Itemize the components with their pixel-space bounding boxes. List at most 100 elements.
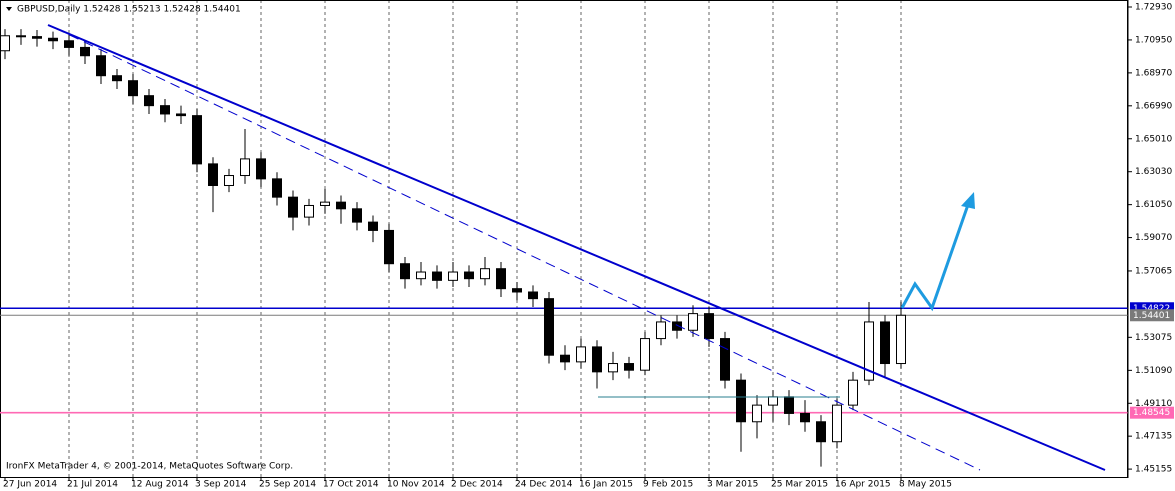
y-tick-label: 1.47135: [1135, 432, 1172, 442]
candle-body: [144, 95, 154, 107]
plot-layer: [0, 0, 1128, 477]
candle-body: [416, 271, 426, 280]
candle-body: [752, 404, 762, 423]
menu-triangle: [6, 7, 12, 11]
candle-body: [48, 37, 58, 42]
candle-body: [608, 363, 618, 373]
candle-body: [848, 379, 858, 406]
candle-body: [496, 268, 506, 290]
x-tick-label: 9 Feb 2015: [643, 480, 693, 490]
candle-body: [784, 396, 794, 414]
candle-body: [112, 75, 122, 82]
trend-line-dashed: [54, 27, 981, 471]
candle-body: [432, 271, 442, 281]
candle-body: [448, 271, 458, 281]
candle-body: [576, 346, 586, 363]
candle-body: [384, 229, 394, 265]
y-tick-label: 1.51090: [1135, 366, 1172, 376]
x-tick-label: 25 Sep 2014: [259, 480, 316, 490]
y-tick-label: 1.45155: [1135, 465, 1172, 475]
candle-body: [672, 321, 682, 331]
candle-body: [464, 271, 474, 280]
candle-body: [800, 412, 810, 423]
x-tick-label: 10 Nov 2014: [387, 480, 445, 490]
candle-body: [656, 321, 666, 340]
price-label: 1.48545: [1133, 408, 1170, 418]
y-tick-label: 1.63030: [1135, 167, 1172, 177]
y-tick-label: 1.66990: [1135, 101, 1172, 111]
candle-body: [528, 291, 538, 300]
candle-body: [736, 379, 746, 423]
candle-body: [368, 221, 378, 231]
x-tick-label: 24 Dec 2014: [515, 480, 573, 490]
candle-body: [320, 201, 330, 206]
candle-body: [272, 178, 282, 198]
candle-body: [256, 158, 266, 180]
candle-body: [592, 346, 602, 373]
y-tick-label: 1.61050: [1135, 200, 1172, 210]
x-tick-label: 17 Oct 2014: [323, 480, 379, 490]
candle-body: [128, 80, 138, 97]
candle-body: [816, 421, 826, 443]
y-tick-label: 1.70950: [1135, 35, 1172, 45]
candle-body: [336, 201, 346, 210]
candle-body: [400, 263, 410, 280]
x-tick-label: 16 Jan 2015: [579, 480, 633, 490]
candle-body: [192, 115, 202, 165]
x-tick-label: 16 Apr 2015: [835, 480, 891, 490]
candle-body: [832, 404, 842, 443]
plot-frame: [0, 0, 1128, 478]
x-tick-label: 8 May 2015: [899, 480, 952, 490]
x-tick-label: 3 Mar 2015: [707, 480, 758, 490]
candle-body: [240, 158, 250, 177]
candle-body: [480, 268, 490, 280]
y-tick-label: 1.72930: [1135, 2, 1172, 12]
candle-body: [704, 313, 714, 340]
x-tick-label: 2 Dec 2014: [451, 480, 503, 490]
price-label-bg: [1130, 309, 1174, 322]
candle-body: [864, 321, 874, 381]
x-tick-label: 21 Jul 2014: [67, 480, 118, 490]
candle-body: [224, 175, 234, 187]
candle-body: [32, 36, 42, 39]
candle-body: [560, 354, 570, 363]
footer: IronFX MetaTrader 4, © 2001-2014, MetaQu…: [6, 462, 293, 472]
candle-body: [720, 338, 730, 381]
candle-body: [896, 314, 906, 365]
x-tick-label: 3 Sep 2014: [195, 480, 247, 490]
trend-line: [47, 24, 1106, 471]
y-tick-label: 1.57065: [1135, 266, 1172, 276]
candle-body: [512, 288, 522, 293]
candle-body: [288, 196, 298, 218]
forecast-arrow: [900, 198, 972, 312]
candle-body: [544, 298, 554, 356]
y-tick-label: 1.49110: [1135, 399, 1172, 409]
price-label-bg: [1130, 406, 1174, 419]
candle-body: [96, 55, 106, 77]
candle-body: [352, 208, 362, 223]
candle-body: [880, 321, 890, 365]
candle-body: [16, 35, 26, 38]
candle-body: [640, 338, 650, 371]
candle-body: [768, 396, 778, 406]
candle-body: [688, 313, 698, 331]
candle-body: [160, 105, 170, 115]
y-tick-label: 1.65010: [1135, 134, 1172, 144]
candle-body: [64, 40, 74, 48]
y-tick-label: 1.68970: [1135, 68, 1172, 78]
candle-body: [624, 363, 634, 371]
price-label: 1.54401: [1133, 311, 1170, 321]
x-tick-label: 25 Mar 2015: [771, 480, 828, 490]
candle-body: [176, 113, 186, 117]
candle-body: [80, 46, 90, 57]
y-tick-label: 1.59070: [1135, 233, 1172, 243]
candle-body: [304, 204, 314, 218]
arrow-head: [961, 192, 975, 209]
y-tick-label: 1.53075: [1135, 333, 1172, 343]
x-tick-label: 12 Aug 2014: [131, 480, 189, 490]
candle-body: [208, 163, 218, 187]
price-label: 1.54822: [1133, 304, 1170, 314]
chart-title: GBPUSD,Daily 1.52428 1.55213 1.52428 1.5…: [17, 5, 241, 15]
